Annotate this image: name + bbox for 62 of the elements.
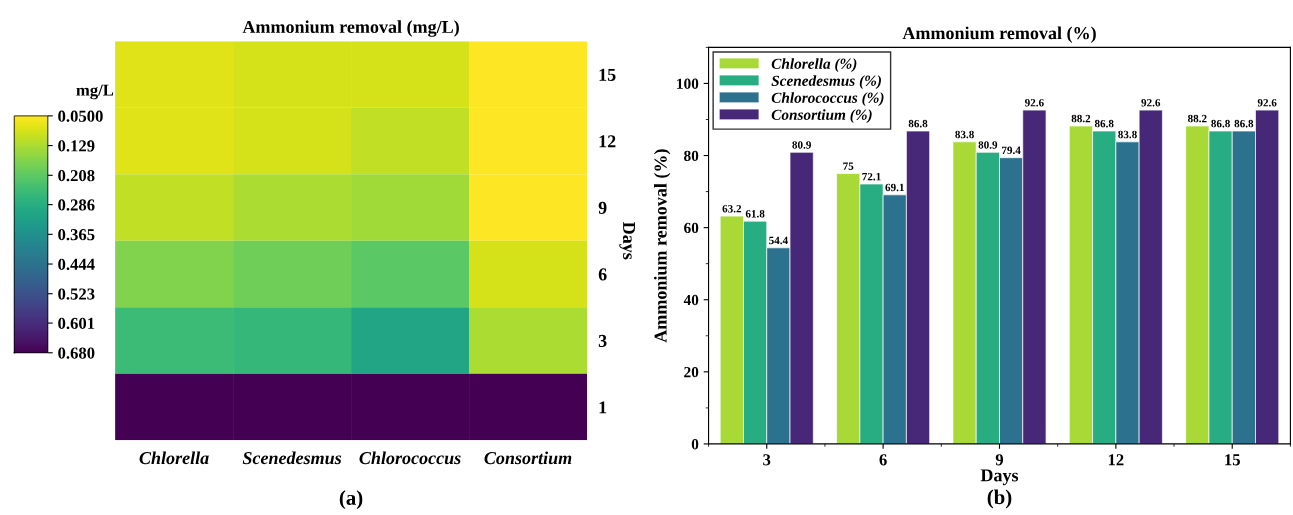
- data-label: 86.8: [908, 119, 928, 128]
- data-label: 69.1: [885, 183, 904, 192]
- x-tick-label: 12: [1108, 454, 1124, 466]
- legend-label: Scenedesmus (%): [771, 75, 881, 90]
- color-bar-title: mg/L: [76, 84, 114, 100]
- data-label: 75: [843, 162, 854, 170]
- legend-label: Chlorococcus (%): [771, 92, 884, 107]
- data-label: 88.2: [1071, 114, 1091, 123]
- y-axis-title: Ammonium removal (%): [654, 149, 671, 343]
- data-label: 86.8: [1094, 119, 1114, 128]
- x-tick-label: 15: [1225, 454, 1240, 466]
- data-label: 88.2: [1187, 114, 1207, 123]
- data-label: 92.6: [1141, 98, 1161, 107]
- data-label: 83.8: [1118, 130, 1137, 139]
- text: (a): [339, 490, 363, 510]
- chart-title: Ammonium removal (mg/L): [242, 20, 459, 37]
- data-label: 72.1: [862, 172, 881, 181]
- y-tick-label: 0: [691, 439, 699, 450]
- chart-title: Ammonium removal (%): [902, 26, 1096, 43]
- color-bar-label: 0.208: [58, 169, 95, 182]
- color-bar-label: 0.365: [58, 229, 95, 241]
- text: (b): [987, 489, 1012, 509]
- y-axis-title: Days: [619, 222, 635, 260]
- data-label: 79.4: [1002, 146, 1021, 155]
- data-label: 61.8: [745, 210, 765, 218]
- color-bar-label: 0.680: [58, 347, 95, 359]
- y-tick-label: 6: [598, 268, 607, 281]
- data-label: 86.8: [1211, 119, 1230, 128]
- data-label: 86.8: [1234, 119, 1254, 128]
- x-tick-label: Chlorococcus: [359, 451, 461, 465]
- x-tick-label: Scenedesmus: [242, 451, 342, 465]
- y-tick-label: 80: [684, 150, 699, 161]
- color-bar-label: 0.129: [58, 140, 95, 152]
- color-bar-label: 0.0500: [58, 110, 103, 122]
- y-tick-label: 9: [598, 201, 607, 214]
- color-bar-label: 0.601: [58, 317, 95, 330]
- data-label: 63.2: [722, 204, 742, 213]
- legend-label: Chlorella (%): [771, 58, 857, 73]
- y-tick-label: 20: [684, 366, 699, 378]
- x-tick-label: 6: [879, 454, 887, 466]
- data-label: 80.9: [978, 141, 998, 149]
- data-label: 54.4: [769, 236, 788, 245]
- x-axis-title: Days: [980, 469, 1019, 486]
- y-tick-label: 3: [598, 334, 607, 347]
- legend-label: Consortium (%): [771, 109, 872, 124]
- y-tick-label: 12: [599, 135, 616, 148]
- color-bar-label: 0.523: [58, 288, 95, 300]
- x-tick-label: Consortium: [484, 451, 572, 465]
- y-tick-label: 100: [677, 78, 699, 89]
- data-label: 92.6: [1257, 98, 1277, 107]
- x-tick-label: 3: [763, 454, 771, 466]
- color-bar-label: 0.286: [58, 199, 95, 211]
- x-tick-label: Chlorella: [139, 451, 209, 465]
- data-label: 83.8: [955, 130, 974, 139]
- y-tick-label: 15: [599, 68, 616, 81]
- data-label: 80.9: [792, 141, 811, 149]
- y-tick-label: 40: [683, 294, 699, 306]
- data-label: 92.6: [1024, 98, 1044, 107]
- y-tick-label: 60: [684, 222, 699, 234]
- y-tick-label: 1: [599, 401, 607, 414]
- color-bar-label: 0.444: [58, 258, 95, 271]
- x-tick-label: 9: [995, 454, 1004, 466]
